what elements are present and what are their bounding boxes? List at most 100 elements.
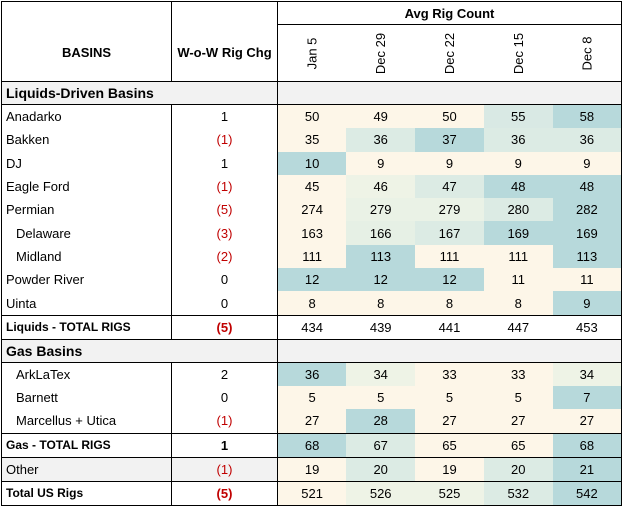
wow-column-header: W-o-W Rig Chg [171, 24, 278, 82]
table-row: Anadarko 1 50 49 50 55 58 [1, 104, 622, 129]
rig-count-cell: 7 [552, 385, 622, 410]
liquids-total-row: Liquids - TOTAL RIGS (5) 434 439 441 447 453 [1, 315, 622, 340]
wow-change: (1) [171, 174, 278, 199]
rig-count-cell: 113 [552, 244, 622, 269]
basin-name: Marcellus + Utica [1, 409, 172, 434]
rig-count-cell: 34 [346, 362, 416, 386]
rig-count-cell: 526 [346, 481, 416, 506]
rig-count-cell: 453 [552, 315, 622, 340]
wow-change: (5) [171, 315, 278, 340]
rig-count-cell: 167 [415, 221, 484, 245]
rig-count-cell: 37 [415, 128, 484, 152]
rig-count-cell: 439 [346, 315, 416, 340]
rig-count-cell: 8 [346, 291, 416, 316]
avg-rig-count-title: Avg Rig Count [277, 1, 622, 25]
rig-count-cell: 68 [277, 433, 347, 458]
rig-count-cell: 20 [483, 457, 553, 482]
rig-count-cell: 21 [552, 457, 622, 482]
wow-change: 1 [171, 433, 278, 458]
rig-count-cell: 68 [552, 433, 622, 458]
rig-count-cell: 282 [552, 198, 622, 222]
rig-count-cell: 12 [415, 268, 484, 292]
table-row: Marcellus + Utica (1) 27 28 27 27 27 [1, 409, 622, 434]
date-header: Dec 29 [346, 24, 416, 82]
date-header: Jan 5 [277, 24, 347, 82]
basin-name: ArkLaTex [1, 362, 172, 386]
basin-name: Powder River [1, 268, 172, 292]
rig-count-cell: 48 [483, 174, 553, 199]
rig-count-cell: 280 [483, 198, 553, 222]
wow-change: 0 [171, 385, 278, 410]
rig-count-cell: 58 [552, 104, 622, 129]
wow-change: (1) [171, 128, 278, 152]
wow-change: 0 [171, 291, 278, 316]
basin-name: Gas - TOTAL RIGS [1, 433, 172, 458]
rig-count-cell: 8 [415, 291, 484, 316]
rig-count-cell: 12 [277, 268, 347, 292]
table-row: Eagle Ford (1) 45 46 47 48 48 [1, 174, 622, 199]
wow-change: 1 [171, 104, 278, 129]
wow-change: 2 [171, 362, 278, 386]
wow-header-top [171, 1, 278, 25]
rig-count-cell: 434 [277, 315, 347, 340]
rig-count-cell: 111 [483, 244, 553, 269]
table-row: Bakken (1) 35 36 37 36 36 [1, 128, 622, 152]
table-row: ArkLaTex 2 36 34 33 33 34 [1, 362, 622, 386]
rig-count-cell: 274 [277, 198, 347, 222]
rig-count-cell: 20 [346, 457, 416, 482]
section-spacer [277, 339, 622, 363]
table-row: Midland (2) 111 113 111 111 113 [1, 244, 622, 269]
basin-name: Bakken [1, 128, 172, 152]
rig-count-cell: 12 [346, 268, 416, 292]
date-header: Dec 15 [483, 24, 553, 82]
basins-header-top [1, 1, 172, 25]
rig-count-cell: 36 [277, 362, 347, 386]
wow-change: 1 [171, 151, 278, 175]
other-row: Other (1) 19 20 19 20 21 [1, 457, 622, 482]
rig-count-cell: 279 [415, 198, 484, 222]
rig-count-cell: 5 [346, 385, 416, 410]
rig-count-cell: 67 [346, 433, 416, 458]
rig-count-cell: 111 [277, 244, 347, 269]
wow-change: (2) [171, 244, 278, 269]
rig-count-cell: 46 [346, 174, 416, 199]
rig-count-cell: 11 [483, 268, 553, 292]
rig-count-cell: 10 [277, 151, 347, 175]
rig-count-cell: 49 [346, 104, 416, 129]
rig-count-cell: 5 [483, 385, 553, 410]
rig-count-cell: 65 [483, 433, 553, 458]
wow-change: (3) [171, 221, 278, 245]
basin-name: Other [1, 457, 172, 482]
rig-count-cell: 11 [552, 268, 622, 292]
rig-count-cell: 521 [277, 481, 347, 506]
rig-count-cell: 111 [415, 244, 484, 269]
rig-count-cell: 9 [552, 291, 622, 316]
gas-total-row: Gas - TOTAL RIGS 1 68 67 65 65 68 [1, 433, 622, 458]
rig-count-table: Avg Rig Count BASINS W-o-W Rig Chg Jan 5… [1, 1, 622, 506]
total-us-row: Total US Rigs (5) 521 526 525 532 542 [1, 481, 622, 506]
rig-count-cell: 9 [415, 151, 484, 175]
basin-name: Midland [1, 244, 172, 269]
rig-count-cell: 27 [483, 409, 553, 434]
rig-count-cell: 163 [277, 221, 347, 245]
rig-count-cell: 28 [346, 409, 416, 434]
rig-count-cell: 55 [483, 104, 553, 129]
rig-count-cell: 36 [552, 128, 622, 152]
table-row: Powder River 0 12 12 12 11 11 [1, 268, 622, 292]
rig-count-cell: 9 [346, 151, 416, 175]
section-spacer [277, 81, 622, 105]
rig-count-cell: 525 [415, 481, 484, 506]
table-row: DJ 1 10 9 9 9 9 [1, 151, 622, 175]
rig-count-cell: 27 [415, 409, 484, 434]
basin-name: Delaware [1, 221, 172, 245]
basin-name: Eagle Ford [1, 174, 172, 199]
rig-count-cell: 169 [483, 221, 553, 245]
rig-count-cell: 19 [277, 457, 347, 482]
basin-name: Barnett [1, 385, 172, 410]
table-row: Permian (5) 274 279 279 280 282 [1, 198, 622, 222]
rig-count-cell: 19 [415, 457, 484, 482]
rig-count-cell: 45 [277, 174, 347, 199]
rig-count-cell: 65 [415, 433, 484, 458]
rig-count-cell: 27 [552, 409, 622, 434]
rig-count-cell: 441 [415, 315, 484, 340]
